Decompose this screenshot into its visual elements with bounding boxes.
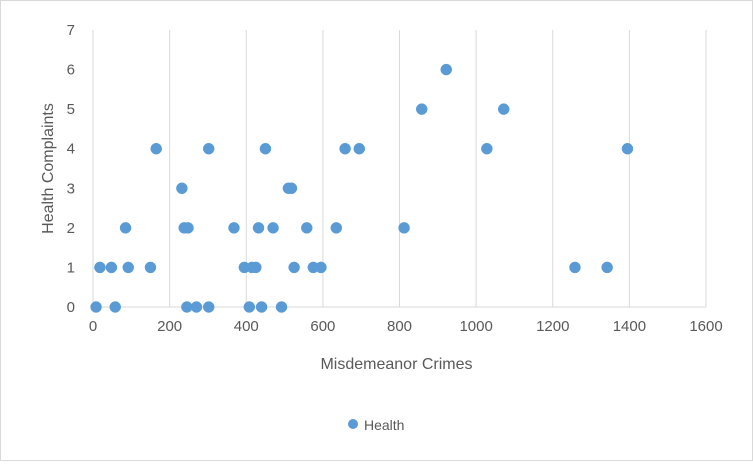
data-point: [119, 222, 132, 234]
data-point: [109, 301, 121, 313]
data-point: [90, 301, 102, 313]
data-point: [190, 301, 203, 313]
x-tick-label: 1400: [613, 318, 646, 335]
data-point: [415, 103, 428, 115]
legend-label-health: Health: [364, 417, 404, 433]
x-tick-label: 200: [157, 318, 182, 335]
data-point: [144, 261, 157, 274]
y-tick-label: 3: [67, 180, 75, 197]
data-point: [94, 261, 106, 274]
data-point: [440, 63, 452, 76]
data-point: [353, 142, 366, 155]
data-point: [105, 261, 118, 274]
data-point: [601, 261, 613, 274]
data-point: [202, 301, 215, 313]
y-tick-label: 2: [67, 220, 75, 237]
gridlines: [92, 30, 707, 307]
data-point: [315, 261, 327, 274]
data-point: [569, 261, 581, 274]
y-tick-label: 1: [67, 259, 75, 276]
y-tick-label: 6: [67, 62, 75, 79]
data-point: [176, 182, 188, 195]
data-point: [481, 142, 493, 155]
data-point: [497, 103, 510, 115]
x-tick-label: 1000: [459, 318, 492, 335]
data-point: [621, 142, 634, 155]
data-point: [252, 222, 265, 234]
data-point: [150, 142, 162, 155]
x-tick-label: 400: [234, 318, 259, 335]
x-tick-label: 600: [310, 318, 335, 335]
data-point: [339, 142, 351, 155]
x-tick-label: 800: [387, 318, 412, 335]
x-tick-label: 0: [89, 318, 97, 335]
y-axis-title: Health Complaints: [40, 103, 57, 234]
y-tick-label: 7: [67, 22, 75, 39]
data-point: [275, 301, 288, 313]
data-point: [250, 261, 262, 274]
y-tick-label: 5: [67, 101, 75, 118]
x-tick-label: 1200: [536, 318, 569, 335]
data-point: [228, 222, 240, 234]
data-point: [259, 142, 272, 155]
data-point: [301, 222, 313, 234]
legend-marker-health: [348, 419, 358, 429]
data-point: [122, 261, 134, 274]
data-point: [202, 142, 215, 155]
data-point: [288, 261, 300, 274]
y-tick-label: 0: [67, 299, 75, 316]
data-points: [90, 63, 634, 313]
axes: 0 200 400 600 800 1000 1200 1400 1600 0 1 2 3 4 5 6 7: [67, 22, 723, 335]
data-point: [398, 222, 410, 234]
x-axis-title: Misdemeanor Crimes: [320, 356, 472, 373]
y-tick-label: 4: [67, 141, 75, 158]
legend: Health: [348, 417, 404, 433]
data-point: [267, 222, 279, 234]
data-point: [285, 182, 298, 195]
data-point: [243, 301, 256, 313]
x-tick-label: 1600: [689, 318, 722, 335]
data-point: [330, 222, 343, 234]
data-point: [182, 222, 194, 234]
data-point: [255, 301, 268, 313]
